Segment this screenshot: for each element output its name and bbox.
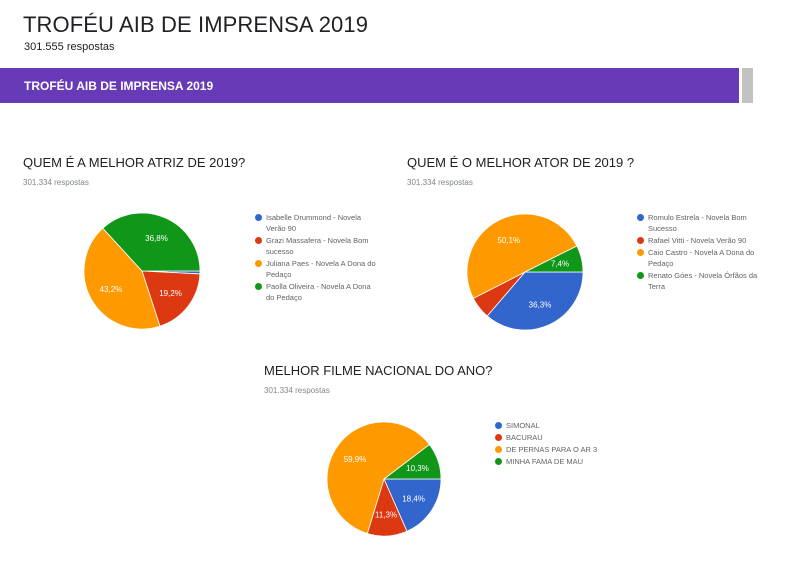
legend-item[interactable]: BACURAU: [495, 432, 618, 443]
question-title: QUEM É A MELHOR ATRIZ DE 2019?: [23, 155, 246, 170]
slice-label-2: 50,1%: [497, 236, 520, 245]
pie-slice-2[interactable]: [466, 213, 578, 299]
legend-color-dot-icon: [637, 272, 644, 279]
legend-label: BACURAU: [506, 433, 543, 442]
legend-label: Isabelle Drummond - Novela Verão 90: [266, 213, 362, 233]
pie-slice-3[interactable]: [524, 245, 584, 273]
question-title: QUEM É O MELHOR ATOR DE 2019 ?: [407, 155, 635, 170]
question-title: MELHOR FILME NACIONAL DO ANO?: [264, 363, 493, 378]
legend-color-dot-icon: [637, 214, 644, 221]
legend-color-dot-icon: [495, 434, 502, 441]
legend-color-dot-icon: [495, 422, 502, 429]
legend-color-dot-icon: [637, 237, 644, 244]
legend-color-dot-icon: [637, 249, 644, 256]
scrollbar[interactable]: [742, 68, 753, 103]
legend-label: DE PERNAS PARA O AR 3: [506, 445, 598, 454]
legend-color-dot-icon: [255, 237, 262, 244]
page-title: TROFÉU AIB DE IMPRENSA 2019: [23, 12, 369, 37]
section-banner: TROFÉU AIB DE IMPRENSA 2019: [0, 68, 739, 103]
question-atriz: QUEM É A MELHOR ATRIZ DE 2019? 301.334 r…: [23, 155, 245, 187]
pie-slice-0[interactable]: [383, 478, 442, 532]
legend-item[interactable]: Caio Castro - Novela A Dona do Pedaço: [637, 247, 760, 269]
section-banner-title: TROFÉU AIB DE IMPRENSA 2019: [24, 79, 214, 93]
legend-label: MINHA FAMA DE MAU: [506, 457, 584, 466]
legend-label: SIMONAL: [506, 421, 540, 430]
legend-color-dot-icon: [255, 260, 262, 267]
pie-slice-2[interactable]: [326, 421, 431, 535]
pie-slice-1[interactable]: [141, 270, 201, 327]
pie-slice-3[interactable]: [102, 212, 201, 272]
slice-label-2: 59,9%: [344, 455, 367, 464]
question-response-count: 301.334 respostas: [407, 178, 473, 187]
legend-color-dot-icon: [255, 214, 262, 221]
legend-filme: SIMONAL BACURAU DE PERNAS PARA O AR 3 MINHA…: [495, 420, 618, 468]
legend-item[interactable]: Grazi Massafera - Novela Bom sucesso: [255, 235, 378, 257]
legend-item[interactable]: Paolla Oliveira - Novela A Dona do Pedaç…: [255, 281, 378, 303]
slice-label-3: 7,4%: [551, 260, 569, 269]
pie-slice-0[interactable]: [486, 271, 584, 331]
legend-item[interactable]: SIMONAL: [495, 420, 618, 431]
slice-label-1: 19,2%: [159, 289, 182, 298]
legend-item[interactable]: Rafael Vitti - Novela Verão 90: [637, 235, 760, 246]
legend-label: Romulo Estrela - Novela Bom Sucesso: [648, 213, 747, 233]
legend-color-dot-icon: [255, 283, 262, 290]
slice-label-3: 10,3%: [406, 464, 429, 473]
total-responses: 301.555 respostas: [24, 41, 115, 53]
legend-color-dot-icon: [495, 446, 502, 453]
legend-ator: Romulo Estrela - Novela Bom Sucesso Rafae…: [637, 212, 760, 293]
legend-label: Grazi Massafera - Novela Bom sucesso: [266, 236, 369, 256]
question-response-count: 301.334 respostas: [23, 178, 89, 187]
slice-label-3: 36,8%: [145, 234, 168, 243]
legend-label: Caio Castro - Novela A Dona do Pedaço: [648, 248, 755, 268]
question-filme: MELHOR FILME NACIONAL DO ANO? 301.334 re…: [264, 363, 493, 395]
legend-label: Rafael Vitti - Novela Verão 90: [648, 236, 747, 245]
legend-item[interactable]: MINHA FAMA DE MAU: [495, 456, 618, 467]
slice-label-1: 11,3%: [375, 510, 397, 519]
legend-item[interactable]: DE PERNAS PARA O AR 3: [495, 444, 618, 455]
legend-label: Juliana Paes - Novela A Dona do Pedaço: [266, 259, 376, 279]
legend-color-dot-icon: [495, 458, 502, 465]
legend-item[interactable]: Juliana Paes - Novela A Dona do Pedaço: [255, 258, 378, 280]
question-response-count: 301.334 respostas: [264, 386, 330, 395]
legend-label: Paolla Oliveira - Novela A Dona do Pedaç…: [266, 282, 371, 302]
legend-atriz: Isabelle Drummond - Novela Verão 90 Grazi…: [255, 212, 378, 304]
pie-slice-3[interactable]: [382, 444, 442, 480]
question-ator: QUEM É O MELHOR ATOR DE 2019 ? 301.334 r…: [407, 155, 634, 187]
legend-item[interactable]: Renato Góes - Novela Órfãos da Terra: [637, 270, 760, 292]
slice-label-2: 43,2%: [100, 285, 123, 294]
slice-label-0: 36,3%: [529, 301, 552, 310]
slice-label-0: 18,4%: [402, 494, 425, 503]
legend-item[interactable]: Isabelle Drummond - Novela Verão 90: [255, 212, 378, 234]
legend-item[interactable]: Romulo Estrela - Novela Bom Sucesso: [637, 212, 760, 234]
legend-label: Renato Góes - Novela Órfãos da Terra: [648, 271, 758, 291]
pie-slice-2[interactable]: [83, 227, 161, 330]
